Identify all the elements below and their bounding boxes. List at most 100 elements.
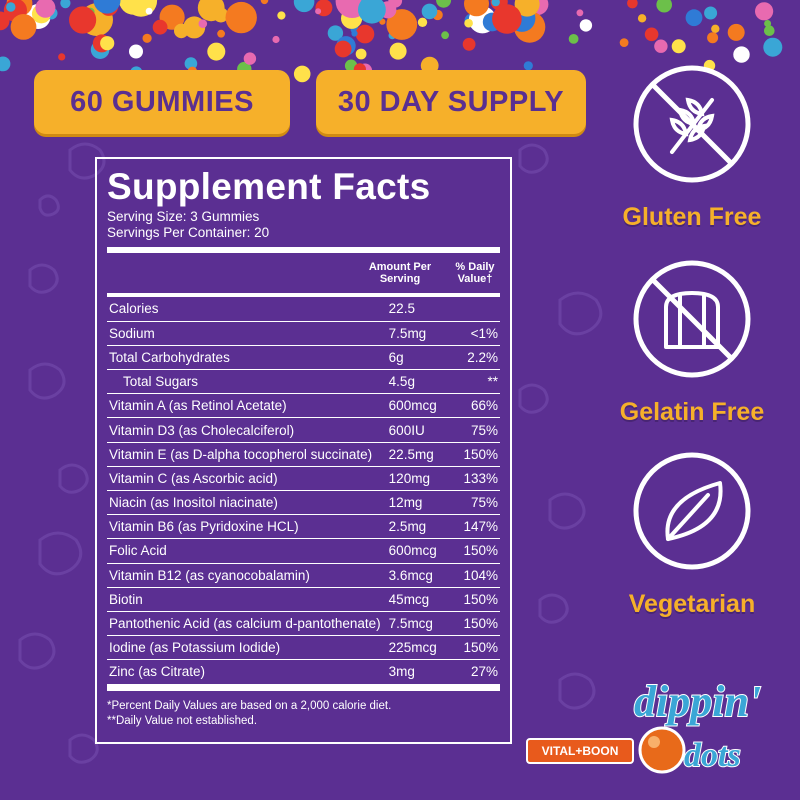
table-row: Vitamin D3 (as Cholecalciferol) 600IU 75% (107, 417, 500, 443)
supplement-facts-panel: Supplement Facts Serving Size: 3 Gummies… (95, 157, 512, 744)
claim-gelatin-free: Gelatin Free (612, 255, 772, 427)
candy-dot (637, 14, 647, 23)
nutrient-name: Total Sugars (107, 369, 381, 395)
table-row: Zinc (as Citrate) 3mg 27% (107, 659, 500, 685)
table-row: Vitamin B12 (as cyanocobalamin) 3.6mcg 104… (107, 563, 500, 588)
nutrient-name: Vitamin E (as D-alpha tocopherol succina… (107, 442, 381, 467)
nutrient-daily-value: 27% (456, 659, 500, 685)
candy-dot (436, 0, 452, 8)
candy-dot (644, 27, 659, 42)
nutrient-amount: 7.5mcg (380, 611, 457, 637)
candy-dot (142, 33, 152, 43)
candy-dot (523, 61, 533, 71)
nutrient-amount: 12mg (380, 490, 457, 516)
candy-dot (685, 9, 703, 27)
candy-dot (654, 39, 668, 53)
nutrient-name: Vitamin D3 (as Cholecalciferol) (107, 417, 381, 443)
candy-dots-decoration (0, 0, 783, 94)
candy-dot (315, 8, 322, 15)
candy-dot (386, 9, 418, 40)
nutrient-daily-value: 150% (456, 611, 500, 637)
claim-label: Vegetarian (628, 590, 756, 618)
candy-dot (35, 0, 56, 18)
nutrient-name: Sodium (107, 321, 381, 346)
nutrient-amount: 7.5mg (380, 321, 457, 346)
nutrient-amount: 2.5mg (380, 514, 457, 540)
candy-dot (260, 0, 269, 5)
nutrient-amount: 22.5mg (380, 442, 457, 467)
divider-thick (107, 247, 500, 253)
nutrient-daily-value: 150% (456, 538, 500, 564)
candy-dot (93, 0, 121, 14)
nutrient-name: Zinc (as Citrate) (107, 659, 381, 685)
candy-dot (764, 25, 775, 36)
candy-dot (118, 0, 149, 15)
day-supply-badge: 30 DAY SUPPLY (316, 70, 586, 134)
leaf-icon (633, 452, 751, 570)
candy-dot (464, 0, 489, 17)
table-row: Iodine (as Potassium Iodide) 225mcg 150% (107, 635, 500, 661)
logo-word-dots: dots (684, 737, 741, 774)
candy-dot (217, 29, 226, 38)
candy-dot (293, 65, 311, 83)
servings-per-container: Servings Per Container: 20 (107, 225, 270, 240)
table-row: Folic Acid 600mcg 150% (107, 538, 500, 564)
candy-dot (145, 7, 153, 15)
table-row: Vitamin B6 (as Pyridoxine HCL) 2.5mg 147% (107, 514, 500, 540)
candy-dot (464, 18, 473, 28)
logo-word-dippin: dippin' (634, 677, 761, 726)
candy-dot (58, 53, 66, 61)
candy-dot (733, 46, 750, 63)
candy-dot (327, 25, 344, 41)
claim-vegetarian: Vegetarian (612, 447, 772, 619)
table-row: Pantothenic Acid (as calcium d-pantothen… (107, 611, 500, 637)
candy-dot (198, 19, 208, 29)
candy-dot (184, 57, 198, 70)
candy-dot (389, 42, 407, 60)
candy-dot (491, 0, 500, 7)
nutrient-table: Calories 22.5 Sodium 7.5mg <1% Total Carbohyd… (107, 297, 500, 685)
nutrient-daily-value: 104% (456, 563, 500, 588)
table-row: Total Carbohydrates 6g 2.2% (107, 345, 500, 371)
candy-dot (213, 7, 229, 23)
nutrient-amount: 3mg (380, 659, 457, 685)
claim-label: Gelatin Free (619, 398, 765, 426)
footnote-not-established: **Daily Value not established. (107, 714, 258, 727)
nutrient-daily-value: <1% (456, 321, 500, 346)
candy-dot (764, 20, 772, 27)
nutrient-daily-value (456, 297, 500, 322)
candy-dot (243, 52, 257, 65)
nutrient-amount: 600mcg (380, 393, 457, 419)
candy-dot (272, 35, 280, 44)
candy-dot (10, 14, 37, 40)
table-row: Vitamin C (as Ascorbic acid) 120mg 133% (107, 466, 500, 492)
candy-dot (727, 23, 745, 41)
table-row: Niacin (as Inositol niacinate) 12mg 75% (107, 490, 500, 516)
table-row: Calories 22.5 (107, 297, 500, 322)
divider-mid (107, 293, 500, 297)
candy-dot (763, 37, 783, 57)
column-amount-header: Amount Per Serving (368, 261, 432, 285)
nutrient-daily-value: 150% (456, 442, 500, 467)
nutrient-daily-value: 66% (456, 393, 500, 419)
candy-dot (441, 31, 449, 40)
divider-bottom (107, 684, 500, 691)
candy-dot (355, 24, 375, 44)
nutrient-name: Vitamin B6 (as Pyridoxine HCL) (107, 514, 381, 540)
candy-dot (334, 40, 352, 58)
nutrient-daily-value: 147% (456, 514, 500, 540)
nutrient-amount: 22.5 (380, 297, 457, 322)
table-row: Vitamin E (as D-alpha tocopherol succina… (107, 442, 500, 467)
candy-dot (225, 1, 257, 34)
candy-dot (129, 44, 143, 59)
table-row: Total Sugars 4.5g ** (107, 369, 500, 395)
nutrient-daily-value: 150% (456, 635, 500, 661)
candy-dot (277, 11, 286, 20)
candy-dot (69, 6, 97, 34)
claim-gluten-free: Gluten Free (612, 60, 772, 232)
candy-dot (421, 3, 438, 20)
candy-dot (656, 0, 672, 13)
nutrient-name: Vitamin B12 (as cyanocobalamin) (107, 563, 381, 588)
serving-size: Serving Size: 3 Gummies (107, 209, 260, 224)
